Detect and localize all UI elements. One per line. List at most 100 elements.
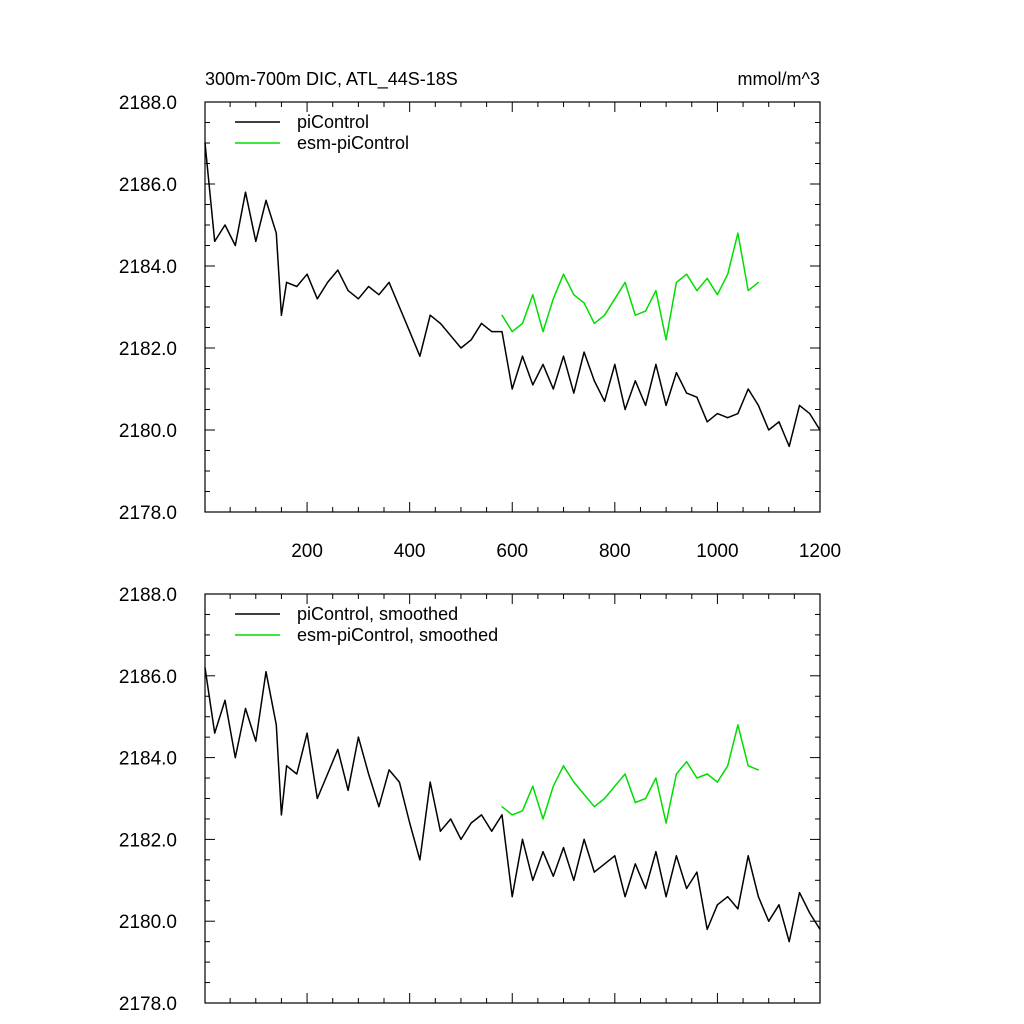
data-point: [655, 777, 657, 779]
data-point: [511, 388, 513, 390]
data-point: [306, 732, 308, 734]
y-tick-label: 2186.0: [119, 175, 177, 196]
data-point: [429, 314, 431, 316]
y-tick-label: 2188.0: [119, 93, 177, 114]
data-point: [337, 269, 339, 271]
data-point: [511, 331, 513, 333]
data-point: [573, 294, 575, 296]
data-point: [316, 298, 318, 300]
data-point: [716, 904, 719, 906]
data-point: [603, 314, 606, 316]
data-point: [388, 769, 390, 771]
data-point: [280, 814, 283, 816]
data-point: [686, 887, 688, 890]
data-point: [419, 859, 421, 861]
data-point: [819, 429, 821, 431]
data-point: [747, 765, 749, 767]
data-point: [409, 331, 411, 333]
data-point: [214, 732, 216, 734]
series-line-picontrol: [204, 667, 821, 943]
data-point: [614, 785, 616, 787]
data-point: [737, 232, 739, 234]
data-point: [757, 404, 760, 406]
data-point: [614, 855, 616, 857]
data-point: [532, 879, 534, 881]
data-point: [696, 290, 698, 292]
data-point: [716, 294, 719, 296]
data-point: [542, 331, 544, 333]
data-point: [603, 797, 606, 800]
y-tick-label: 2180.0: [119, 912, 177, 933]
data-point: [686, 392, 688, 394]
data-point: [645, 797, 647, 800]
x-tick-label: 800: [599, 541, 631, 562]
data-point: [562, 846, 565, 849]
data-point: [727, 417, 729, 419]
data-point: [501, 814, 503, 816]
data-point: [573, 392, 575, 394]
data-point: [655, 290, 657, 292]
data-point: [593, 806, 595, 808]
data-point: [768, 429, 770, 431]
data-point: [204, 667, 206, 669]
data-point: [429, 781, 431, 783]
y-tick-label: 2188.0: [119, 585, 177, 606]
data-point: [665, 404, 667, 406]
data-point: [337, 748, 339, 751]
data-point: [686, 273, 688, 275]
data-point: [624, 408, 626, 411]
data-point: [224, 699, 226, 701]
data-point: [603, 863, 606, 865]
data-point: [511, 814, 513, 816]
data-point: [542, 363, 544, 365]
data-point: [275, 232, 277, 234]
data-point: [737, 724, 739, 726]
data-point: [665, 339, 667, 341]
data-point: [552, 785, 554, 787]
data-point: [696, 777, 698, 779]
data-point: [470, 822, 472, 824]
data-point: [398, 781, 400, 783]
data-point: [521, 838, 524, 841]
data-point: [686, 761, 688, 763]
data-point: [378, 806, 380, 808]
series-line-picontrol: [204, 142, 821, 448]
series-line-esm-picontrol: [501, 724, 759, 824]
data-point: [788, 445, 790, 447]
data-point: [234, 244, 236, 247]
data-point: [234, 757, 236, 759]
data-point: [614, 298, 616, 300]
data-point: [624, 773, 626, 775]
data-point: [347, 789, 349, 791]
data-point: [778, 421, 780, 423]
data-point: [665, 822, 667, 824]
data-point: [798, 404, 801, 406]
data-point: [244, 707, 247, 710]
data-point: [378, 294, 380, 296]
data-point: [552, 298, 554, 300]
y-tick-label: 2178.0: [119, 503, 177, 524]
data-point: [419, 355, 421, 357]
y-tick-label: 2184.0: [119, 749, 177, 770]
data-point: [798, 891, 801, 894]
data-point: [214, 240, 216, 242]
data-point: [521, 355, 524, 357]
x-tick-label: 400: [394, 541, 426, 562]
x-tick-label: 1200: [799, 541, 841, 562]
plot-frame: [204, 593, 821, 1004]
data-point: [204, 142, 206, 144]
data-point: [460, 347, 462, 349]
data-point: [706, 421, 708, 423]
data-point: [593, 380, 595, 382]
data-point: [521, 322, 524, 324]
data-point: [675, 773, 677, 775]
units-label: mmol/m^3: [738, 69, 820, 89]
y-tick-label: 2180.0: [119, 421, 177, 442]
data-point: [778, 904, 780, 906]
data-point: [737, 413, 739, 415]
y-tick-label: 2184.0: [119, 257, 177, 278]
data-point: [552, 875, 554, 877]
data-point: [542, 818, 544, 820]
data-point: [255, 240, 257, 242]
data-point: [357, 298, 359, 300]
